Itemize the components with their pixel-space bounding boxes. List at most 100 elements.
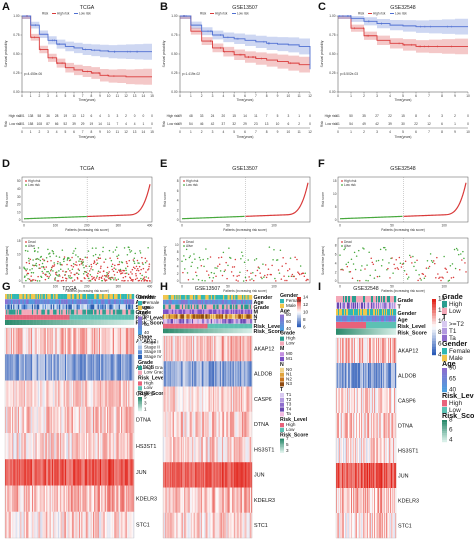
status-point-alive (128, 246, 130, 249)
heatmap-cell (180, 437, 183, 463)
heatmap-cell (180, 336, 183, 362)
heatmap-cell (363, 413, 365, 439)
heatmap-cell (234, 386, 236, 412)
heatmap-cell (177, 437, 179, 463)
annotation-cell (341, 328, 343, 335)
heatmap-cell (60, 511, 62, 539)
annotation-cell (360, 296, 362, 303)
heatmap-cell (55, 328, 57, 355)
heatmap-cell (48, 380, 50, 407)
annotation-cell (368, 309, 370, 316)
heatmap-cell (27, 406, 29, 434)
annotation-cell (175, 314, 177, 319)
annotation-cell (220, 328, 223, 334)
status-point-alive (37, 247, 40, 249)
heatmap-cell (363, 488, 365, 514)
annotation-cell (23, 314, 26, 320)
annotation-cell (61, 304, 63, 310)
heatmap-cell (241, 487, 244, 513)
status-point-alive (26, 268, 28, 270)
annotation-cell (80, 304, 82, 310)
risk-table-xtick: 5 (402, 130, 404, 134)
annotation-cell (183, 295, 185, 300)
annotation-cell (80, 320, 82, 325)
heatmap-cell (204, 411, 206, 438)
heatmap-cell (360, 463, 362, 489)
annotation-cell (109, 299, 111, 305)
heatmap-cell (238, 386, 240, 412)
heatmap-cell (381, 338, 383, 364)
status-point-dead (144, 278, 146, 281)
heatmap-cell (229, 462, 232, 488)
annotation-cell (356, 322, 358, 329)
status-point-alive (113, 278, 115, 281)
status-point-dead (397, 268, 400, 270)
heatmap-cell (230, 437, 233, 463)
annotation-cell (35, 320, 37, 325)
annotation-cell (227, 309, 229, 314)
status-point-dead (225, 261, 227, 264)
heatmap-cell (67, 380, 69, 407)
heatmap-cell (31, 354, 34, 381)
annotation-cell (49, 304, 51, 310)
heatmap-cell (187, 512, 189, 539)
heatmap-cell (20, 433, 22, 460)
status-point-dead (93, 276, 95, 279)
km-xtick-label: 0 (179, 94, 181, 98)
heatmap-cell (195, 487, 197, 513)
heatmap-cell (99, 354, 102, 381)
annotation-cell (20, 299, 22, 305)
heatmap-title: GSE13507 (195, 286, 220, 292)
annotation-cell (342, 328, 344, 335)
km-curve-high (338, 15, 468, 47)
annotation-cell (384, 309, 386, 316)
annotation-cell (71, 294, 74, 299)
heatmap-cell (55, 354, 57, 381)
heatmap-cell (61, 459, 63, 486)
heatmap-cell (23, 433, 26, 460)
gene-label: ALDOB (254, 372, 273, 378)
risk-ytick-label: 10 (17, 210, 21, 214)
annotation-cell (87, 314, 89, 320)
annotation-cell (180, 319, 183, 324)
annotation-cell (373, 328, 375, 335)
gene-label: DTNA (254, 422, 269, 428)
annotation-cell (223, 314, 225, 319)
status-point-dead (346, 265, 349, 268)
heatmap-cell (345, 363, 347, 389)
heatmap-cell (166, 361, 168, 387)
annotation-cell (193, 323, 195, 329)
heatmap-cell (229, 487, 232, 513)
annotation-cell (390, 309, 392, 316)
annotation-label: Grade (254, 305, 270, 311)
annotation-cell (65, 314, 68, 320)
heatmap-cell (200, 437, 203, 463)
heatmap-cell (233, 336, 235, 362)
status-point-dead (65, 271, 68, 273)
legend-swatch (280, 407, 284, 412)
heatmap-cell (209, 361, 212, 387)
annotation-cell (204, 319, 206, 324)
heatmap-cell (70, 433, 73, 460)
heatmap-cell (175, 411, 177, 438)
heatmap-cell (199, 411, 202, 438)
risk-curve-high (245, 182, 309, 217)
heatmap-cell (393, 388, 395, 414)
heatmap-cell (170, 437, 173, 463)
heatmap-cell (169, 361, 171, 387)
heatmap-cell (342, 463, 344, 489)
heatmap-cell (247, 386, 249, 412)
annotation-cell (108, 309, 110, 315)
annotation-cell (379, 296, 381, 303)
annotation-cell (189, 328, 192, 334)
status-point-dead (98, 276, 101, 279)
heatmap-cell (76, 485, 78, 512)
heatmap-cell (344, 463, 346, 489)
heatmap-cell (10, 485, 13, 512)
legend-title: N (280, 362, 284, 368)
heatmap-cell (98, 406, 101, 434)
annotation-label: Gender (398, 311, 418, 317)
heatmap-cell (183, 336, 185, 362)
heatmap-cell (15, 511, 17, 539)
heatmap-cell (194, 437, 196, 463)
